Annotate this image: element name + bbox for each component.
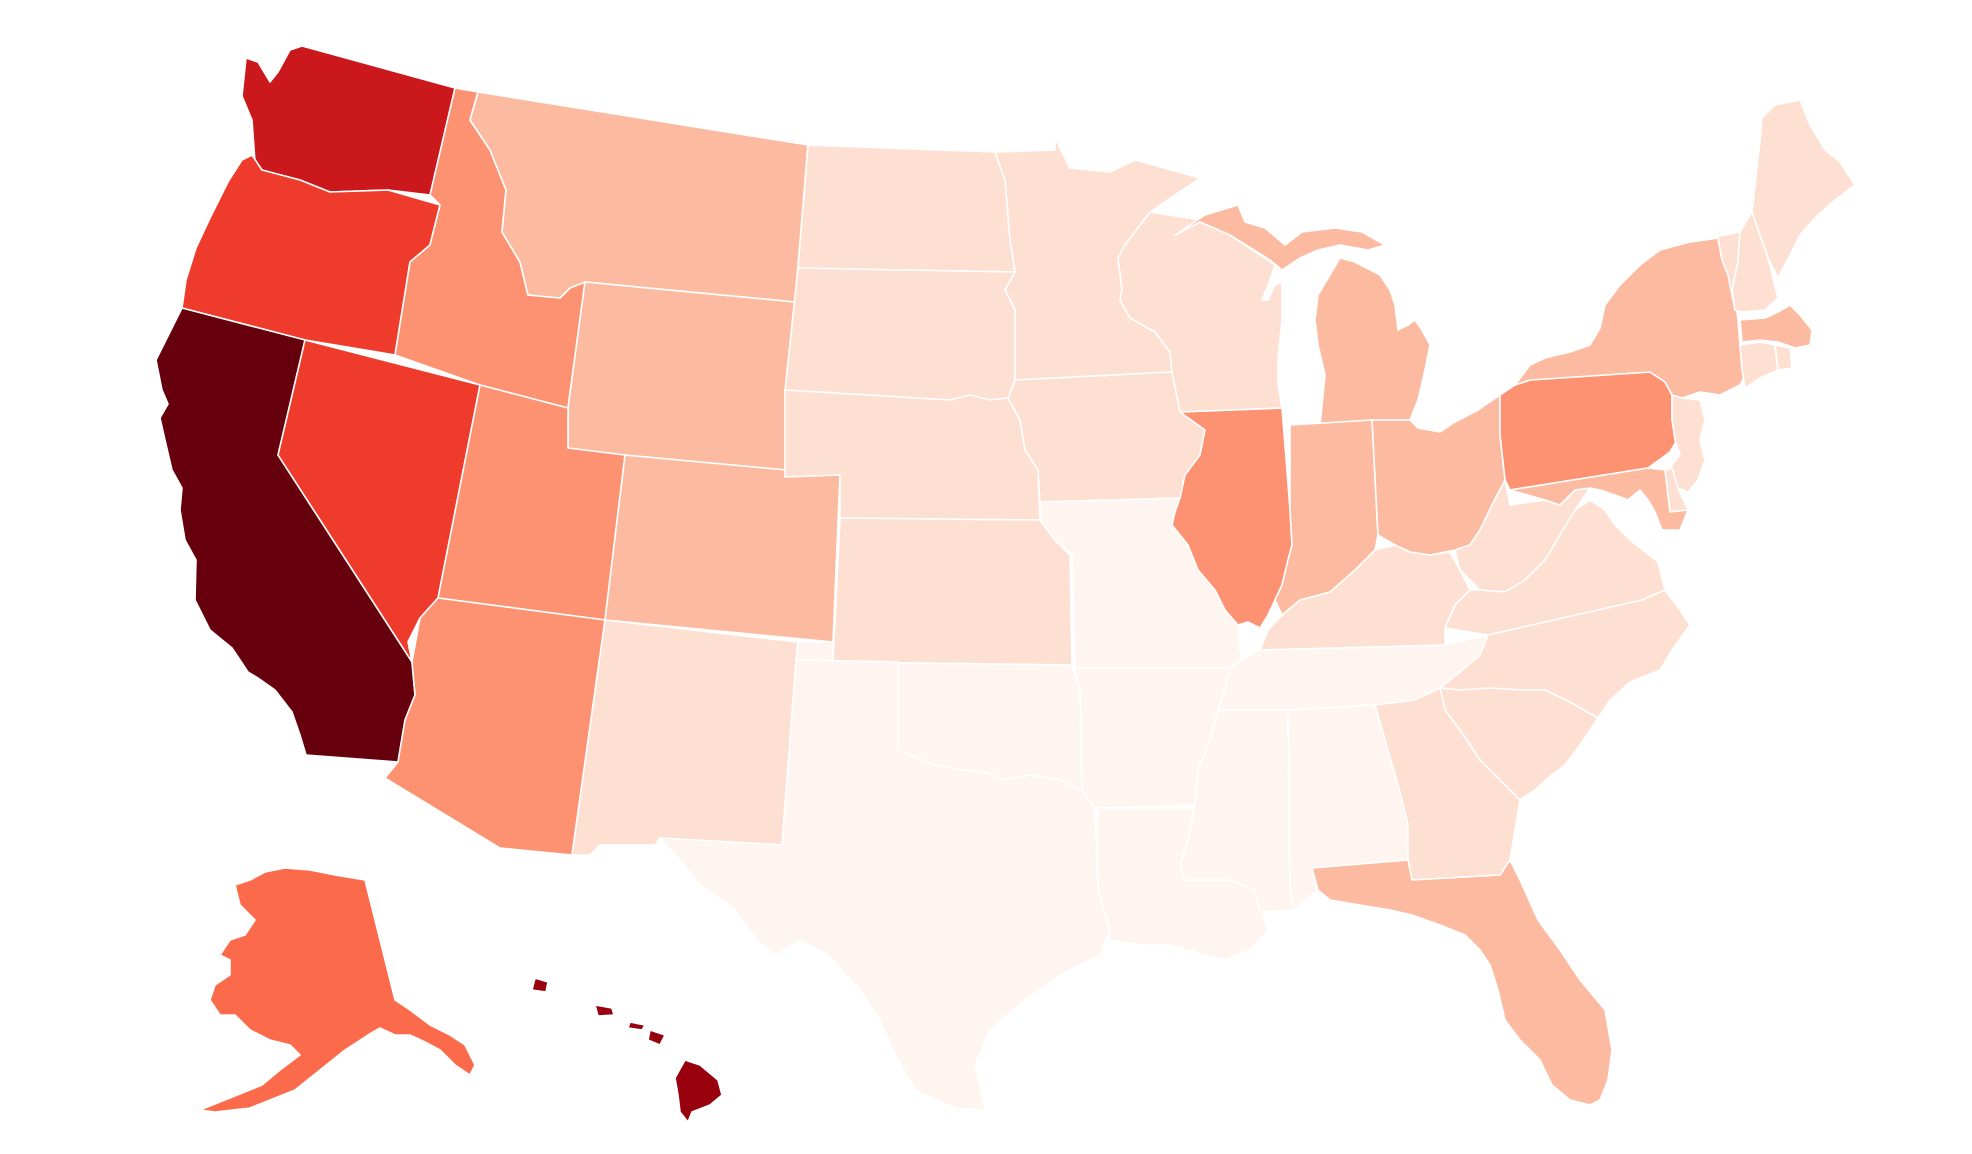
state-SD[interactable]: [784, 267, 1016, 401]
state-AZ[interactable]: [384, 597, 606, 856]
state-KS[interactable]: [832, 517, 1073, 666]
state-AK[interactable]: [199, 867, 476, 1113]
state-MD[interactable]: [1509, 467, 1689, 531]
state-CT[interactable]: [1739, 341, 1779, 389]
state-WA[interactable]: [241, 45, 456, 196]
state-HI[interactable]: [531, 977, 723, 1123]
state-FL[interactable]: [1311, 859, 1613, 1106]
state-NY[interactable]: [1514, 237, 1749, 399]
state-NM[interactable]: [571, 619, 799, 856]
state-WV[interactable]: [1454, 479, 1591, 593]
state-GA[interactable]: [1374, 687, 1521, 881]
state-NJ[interactable]: [1667, 394, 1706, 493]
state-MA[interactable]: [1739, 304, 1813, 349]
state-TX[interactable]: [659, 659, 1111, 1111]
state-RI[interactable]: [1774, 344, 1793, 371]
state-MI-upper[interactable]: [1174, 204, 1386, 271]
state-ME[interactable]: [1751, 99, 1856, 279]
state-MI[interactable]: [1314, 257, 1431, 426]
state-WY[interactable]: [567, 281, 796, 478]
state-CO[interactable]: [604, 454, 841, 643]
state-shapes: [155, 45, 1856, 1123]
state-ND[interactable]: [797, 144, 1016, 273]
state-IN[interactable]: [1274, 419, 1379, 616]
